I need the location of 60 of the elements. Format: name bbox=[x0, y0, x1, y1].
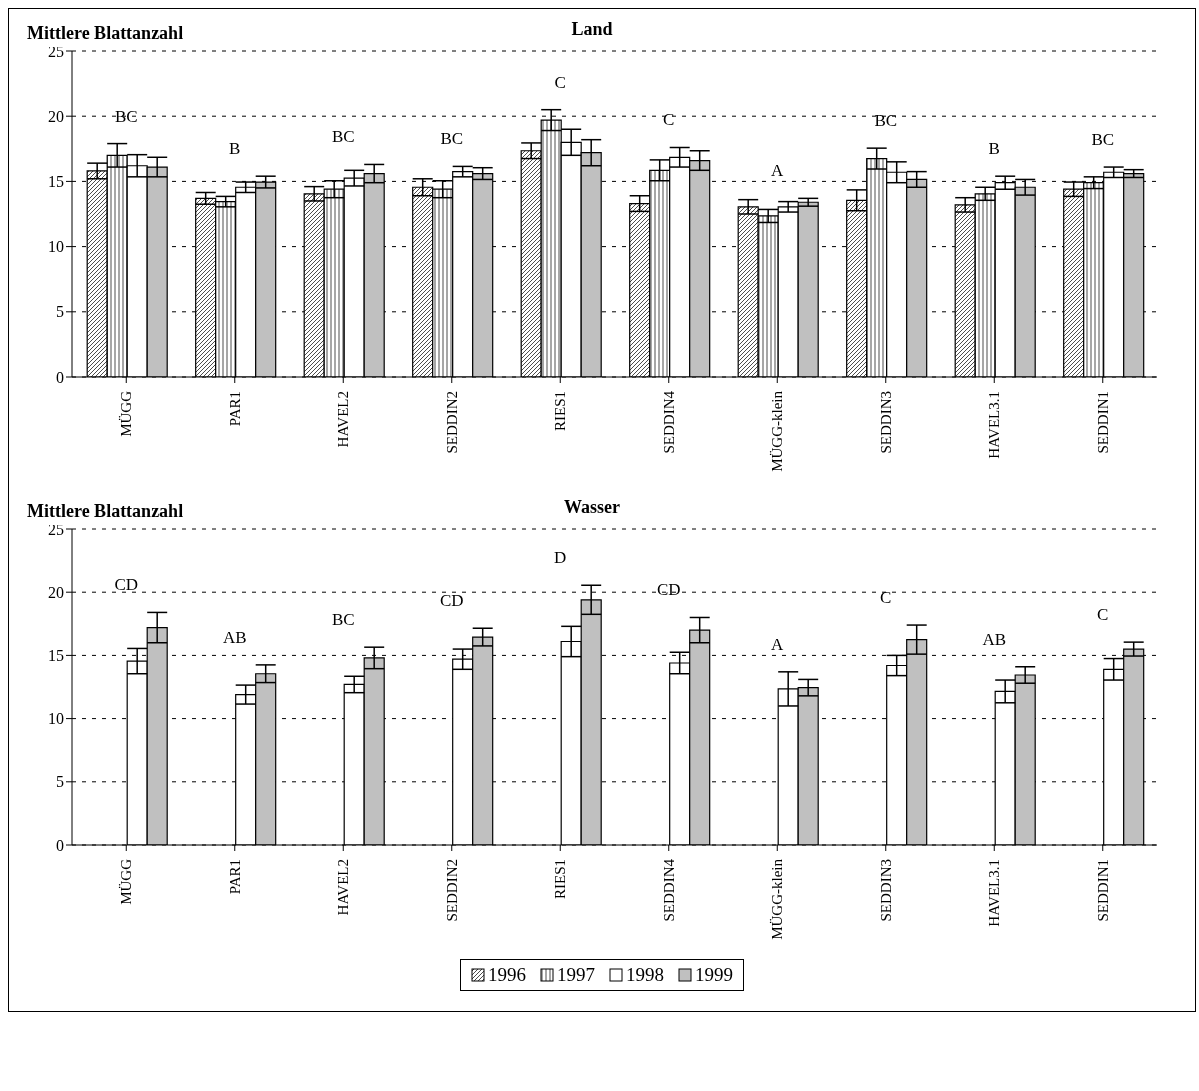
annotation: AB bbox=[222, 627, 247, 647]
annotation: BC bbox=[114, 106, 138, 126]
annotation: CD bbox=[656, 580, 681, 600]
annotation: AB bbox=[982, 629, 1007, 649]
legend-label: 1998 bbox=[626, 964, 664, 986]
x-tick-label: HAVEL2 bbox=[335, 391, 352, 448]
legend-label: 1996 bbox=[488, 964, 526, 986]
x-tick-label: SEDDIN2 bbox=[443, 859, 460, 922]
y-tick-label: 5 bbox=[56, 303, 64, 321]
annotation: B bbox=[988, 139, 1000, 159]
legend-label: 1997 bbox=[557, 964, 595, 986]
y-tick-label: 5 bbox=[56, 773, 64, 791]
annotation: CD bbox=[114, 575, 139, 595]
x-tick-label: SEDDIN1 bbox=[1094, 859, 1111, 922]
x-tick-label: RIES1 bbox=[552, 859, 569, 900]
x-tick-label: HAVEL3.1 bbox=[986, 859, 1003, 927]
x-tick-label: SEDDIN4 bbox=[660, 858, 677, 922]
annotation: BC bbox=[1091, 130, 1115, 150]
annotation: A bbox=[771, 634, 785, 654]
chart-title: Land bbox=[571, 19, 613, 39]
x-tick-label: SEDDIN2 bbox=[443, 391, 460, 454]
y-tick-label: 15 bbox=[48, 173, 64, 191]
annotation: C bbox=[663, 110, 675, 130]
y-tick-label: 10 bbox=[48, 710, 64, 728]
x-tick-label: HAVEL2 bbox=[335, 859, 352, 916]
x-tick-label: SEDDIN3 bbox=[877, 859, 894, 922]
x-tick-label: MÜGG-klein bbox=[769, 858, 786, 940]
annotation: C bbox=[880, 588, 892, 608]
chart-title: Wasser bbox=[564, 497, 620, 517]
annotation: BC bbox=[874, 111, 898, 131]
annotation: C bbox=[554, 72, 566, 92]
annotation: BC bbox=[331, 610, 355, 630]
y-axis-title: Mittlere Blattanzahl bbox=[27, 501, 184, 521]
y-tick-label: 20 bbox=[48, 107, 64, 125]
y-tick-label: 10 bbox=[48, 238, 64, 256]
annotation: B bbox=[229, 139, 241, 159]
annotation: BC bbox=[331, 127, 355, 147]
annotation: D bbox=[554, 548, 567, 568]
legend-label: 1999 bbox=[695, 964, 733, 986]
y-tick-label: 20 bbox=[48, 583, 64, 601]
y-tick-label: 25 bbox=[48, 520, 64, 538]
x-tick-label: PAR1 bbox=[226, 391, 243, 427]
x-tick-label: SEDDIN4 bbox=[660, 390, 677, 454]
y-tick-label: 25 bbox=[48, 42, 64, 60]
annotation: BC bbox=[440, 129, 464, 149]
x-tick-label: HAVEL3.1 bbox=[986, 391, 1003, 459]
y-axis-title: Mittlere Blattanzahl bbox=[27, 23, 184, 43]
annotation: A bbox=[771, 161, 785, 181]
y-tick-label: 0 bbox=[56, 836, 64, 854]
annotation: CD bbox=[439, 591, 464, 611]
x-tick-label: SEDDIN1 bbox=[1094, 391, 1111, 454]
annotation: C bbox=[1097, 605, 1109, 625]
x-tick-label: MÜGG bbox=[118, 390, 135, 437]
x-tick-label: MÜGG-klein bbox=[769, 390, 786, 472]
y-tick-label: 15 bbox=[48, 647, 64, 665]
x-tick-label: SEDDIN3 bbox=[877, 391, 894, 454]
y-tick-label: 0 bbox=[56, 368, 64, 386]
x-tick-label: MÜGG bbox=[118, 858, 135, 905]
x-tick-label: RIES1 bbox=[552, 391, 569, 432]
x-tick-label: PAR1 bbox=[226, 859, 243, 895]
